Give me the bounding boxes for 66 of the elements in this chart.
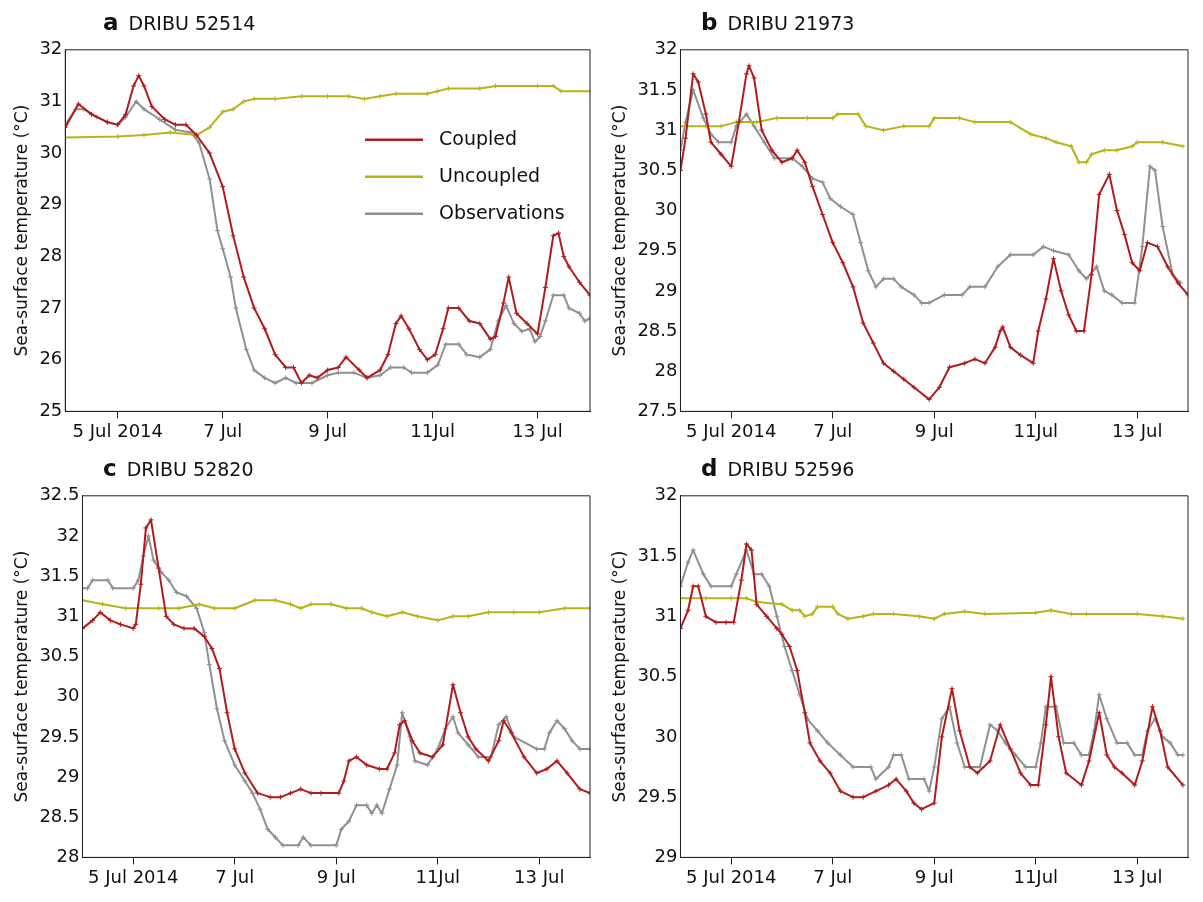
y-tick-label: 30.5 bbox=[637, 158, 678, 180]
y-tick-label: 30 bbox=[56, 684, 80, 706]
y-tick-label: 30.5 bbox=[39, 644, 80, 666]
y-tick-label: 32 bbox=[39, 37, 63, 59]
y-tick-label: 29.5 bbox=[39, 724, 80, 746]
y-tick-label: 27.5 bbox=[637, 399, 678, 421]
y-tick-label: 27 bbox=[39, 295, 63, 317]
x-tick-label: 7 Jul bbox=[215, 865, 255, 887]
chart-title: a DRIBU 52514 bbox=[102, 8, 257, 36]
x-tick-label: 7 Jul bbox=[203, 419, 243, 441]
y-axis-title: Sea-surface temperature (°C) bbox=[608, 550, 629, 803]
y-tick-label: 29 bbox=[654, 278, 678, 300]
y-tick-label: 30 bbox=[654, 724, 678, 746]
x-tick-label: 5 Jul 2014 bbox=[88, 865, 179, 887]
y-tick-label: 31.5 bbox=[39, 563, 80, 585]
y-tick-label: 29.5 bbox=[637, 238, 678, 260]
x-tick-label: 7 Jul bbox=[813, 419, 853, 441]
chart-title: c DRIBU 52820 bbox=[102, 454, 255, 482]
y-tick-label: 32.5 bbox=[39, 483, 80, 505]
y-tick-label: 30 bbox=[39, 140, 63, 162]
y-tick-label: 32 bbox=[654, 37, 678, 59]
x-tick-label: 13 Jul bbox=[514, 865, 565, 887]
x-tick-label: 9 Jul bbox=[316, 865, 356, 887]
x-tick-label: 9 Jul bbox=[914, 419, 954, 441]
y-tick-label: 25 bbox=[39, 399, 63, 421]
legend-label: Uncoupled bbox=[439, 163, 541, 186]
chart-title: d DRIBU 52596 bbox=[700, 454, 856, 482]
y-tick-label: 30 bbox=[654, 198, 678, 220]
x-tick-label: 13 Jul bbox=[1112, 419, 1163, 441]
x-tick-label: 11Jul bbox=[1013, 865, 1059, 887]
y-tick-label: 29 bbox=[654, 845, 678, 867]
x-tick-label: 5 Jul 2014 bbox=[686, 419, 777, 441]
y-tick-label: 29 bbox=[56, 764, 80, 786]
y-tick-label: 31.5 bbox=[637, 77, 678, 99]
y-axis-title: Sea-surface temperature (°C) bbox=[608, 104, 629, 357]
chart-title: b DRIBU 21973 bbox=[700, 8, 856, 36]
x-tick-label: 7 Jul bbox=[813, 865, 853, 887]
y-tick-label: 28.5 bbox=[39, 804, 80, 826]
legend-label: Observations bbox=[439, 200, 565, 223]
y-tick-label: 32 bbox=[56, 523, 80, 545]
y-tick-label: 28 bbox=[39, 244, 63, 266]
x-tick-label: 5 Jul 2014 bbox=[72, 419, 163, 441]
y-tick-label: 29 bbox=[39, 192, 63, 214]
y-tick-label: 31.5 bbox=[637, 543, 678, 565]
y-tick-label: 31 bbox=[654, 604, 678, 626]
y-tick-label: 30.5 bbox=[637, 664, 678, 686]
x-tick-label: 13 Jul bbox=[512, 419, 563, 441]
x-tick-label: 9 Jul bbox=[914, 865, 954, 887]
x-tick-label: 11Jul bbox=[1013, 419, 1059, 441]
y-tick-label: 32 bbox=[654, 483, 678, 505]
y-tick-label: 29.5 bbox=[637, 784, 678, 806]
y-tick-label: 28 bbox=[654, 358, 678, 380]
y-axis-title: Sea-surface temperature (°C) bbox=[10, 550, 31, 803]
y-tick-label: 31 bbox=[654, 117, 678, 139]
y-tick-label: 28.5 bbox=[637, 318, 678, 340]
y-tick-label: 26 bbox=[39, 347, 63, 369]
y-tick-label: 31 bbox=[39, 89, 63, 111]
x-tick-label: 11Jul bbox=[415, 865, 461, 887]
x-tick-label: 11Jul bbox=[410, 419, 455, 441]
x-tick-label: 5 Jul 2014 bbox=[686, 865, 777, 887]
x-tick-label: 9 Jul bbox=[308, 419, 348, 441]
legend-label: Coupled bbox=[439, 126, 518, 149]
y-tick-label: 28 bbox=[56, 845, 80, 867]
y-tick-label: 31 bbox=[56, 604, 80, 626]
x-tick-label: 13 Jul bbox=[1112, 865, 1163, 887]
y-axis-title: Sea-surface temperature (°C) bbox=[10, 104, 31, 357]
